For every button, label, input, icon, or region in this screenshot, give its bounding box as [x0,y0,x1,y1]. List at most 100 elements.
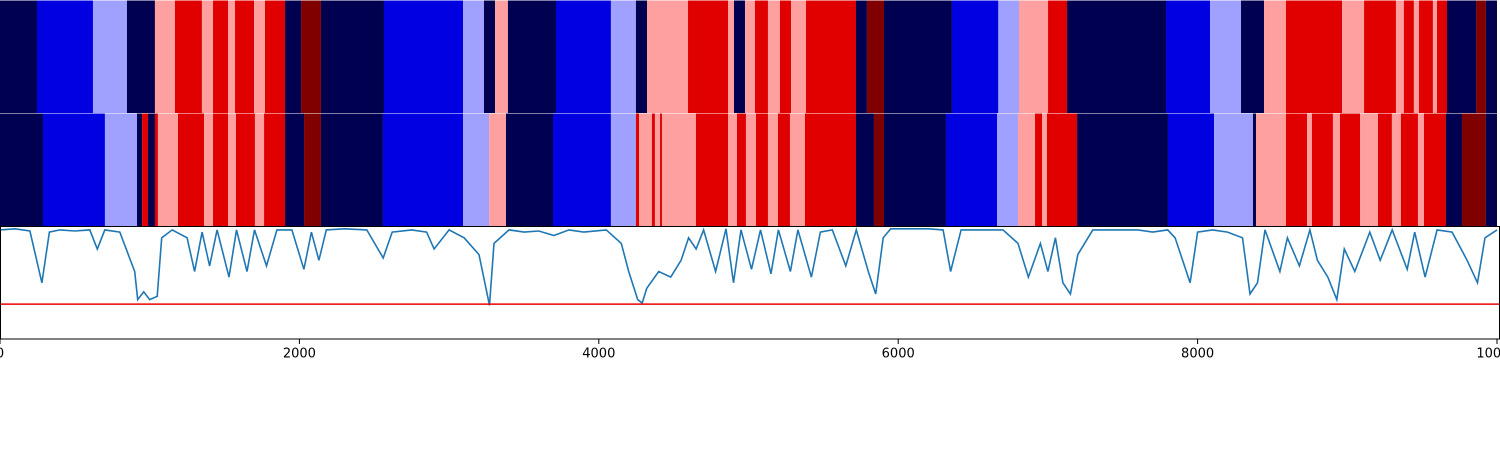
segment [1077,113,1168,226]
segment [883,113,946,226]
segment [254,113,265,226]
segment [745,113,756,226]
segment [1332,113,1340,226]
segment [635,113,640,226]
segment [126,0,155,113]
segment [235,113,255,226]
segment [489,113,506,226]
segment [647,0,689,113]
segment [610,113,636,226]
segment [1417,113,1424,226]
segment [635,0,648,113]
segment [855,0,867,113]
segment [148,113,155,226]
segment [1017,113,1036,226]
plot-frame [0,226,1500,340]
segment [1413,0,1420,113]
segment [1311,113,1333,226]
segment [1252,113,1256,226]
x-tick-label: 4000 [582,347,615,362]
segment [0,113,43,226]
segment [1210,0,1242,113]
segment [1391,113,1401,226]
segment [951,0,999,113]
segment [507,0,556,113]
segment [1285,113,1308,226]
segment [661,113,696,226]
segment [998,0,1020,113]
segment [727,0,734,113]
segment [0,0,37,113]
segment [463,0,484,113]
segment [755,113,768,226]
segment [264,0,286,113]
segment [660,113,662,226]
segment [36,0,93,113]
segment [382,113,464,226]
segment [651,113,655,226]
segment [866,0,884,113]
segment [264,113,286,226]
segment [997,113,1018,226]
segment [320,0,384,113]
line-series [0,226,1498,306]
segment [654,113,661,226]
segment [1436,0,1448,113]
segment [1395,0,1404,113]
segment [1264,0,1286,113]
segment [1476,0,1486,113]
segment [157,113,178,226]
segment [201,0,214,113]
segment [1167,113,1215,226]
segment [745,0,755,113]
x-tick-label: 8000 [1181,347,1214,362]
segment [227,0,236,113]
segment [463,113,490,226]
segment [92,0,127,113]
segment [1067,0,1167,113]
segment [552,113,611,226]
segment [736,113,746,226]
segment [175,0,202,113]
segment [304,113,321,226]
segment [177,113,205,226]
segment [1447,0,1477,113]
segment [1364,0,1396,113]
segment [1166,0,1211,113]
segment [213,113,228,226]
segment [789,113,805,226]
segment [804,113,856,226]
segment [320,113,383,226]
segment [213,0,228,113]
x-tick-label: 6000 [882,347,915,362]
segment [1403,0,1414,113]
segment [733,0,746,113]
segment [301,0,321,113]
segment [1241,0,1265,113]
segment [1019,0,1049,113]
segment [505,113,553,226]
segment [1307,113,1312,226]
segment [1461,113,1486,226]
segment [383,0,464,113]
segment [945,113,998,226]
segment [639,113,652,226]
segment [555,0,611,113]
segment [791,0,806,113]
segment [1255,113,1286,226]
segment [767,113,778,226]
x-tick-label: 2000 [283,347,316,362]
segment [136,113,143,226]
segment [1485,113,1498,226]
segment [1423,113,1446,226]
segment [1035,113,1043,226]
segment [1400,113,1418,226]
segment [42,113,105,226]
segment [1485,0,1498,113]
x-tick-label: 0 [0,347,4,362]
segment [805,0,856,113]
x-tick-label: 10000 [1476,347,1500,362]
segment [1042,113,1048,226]
